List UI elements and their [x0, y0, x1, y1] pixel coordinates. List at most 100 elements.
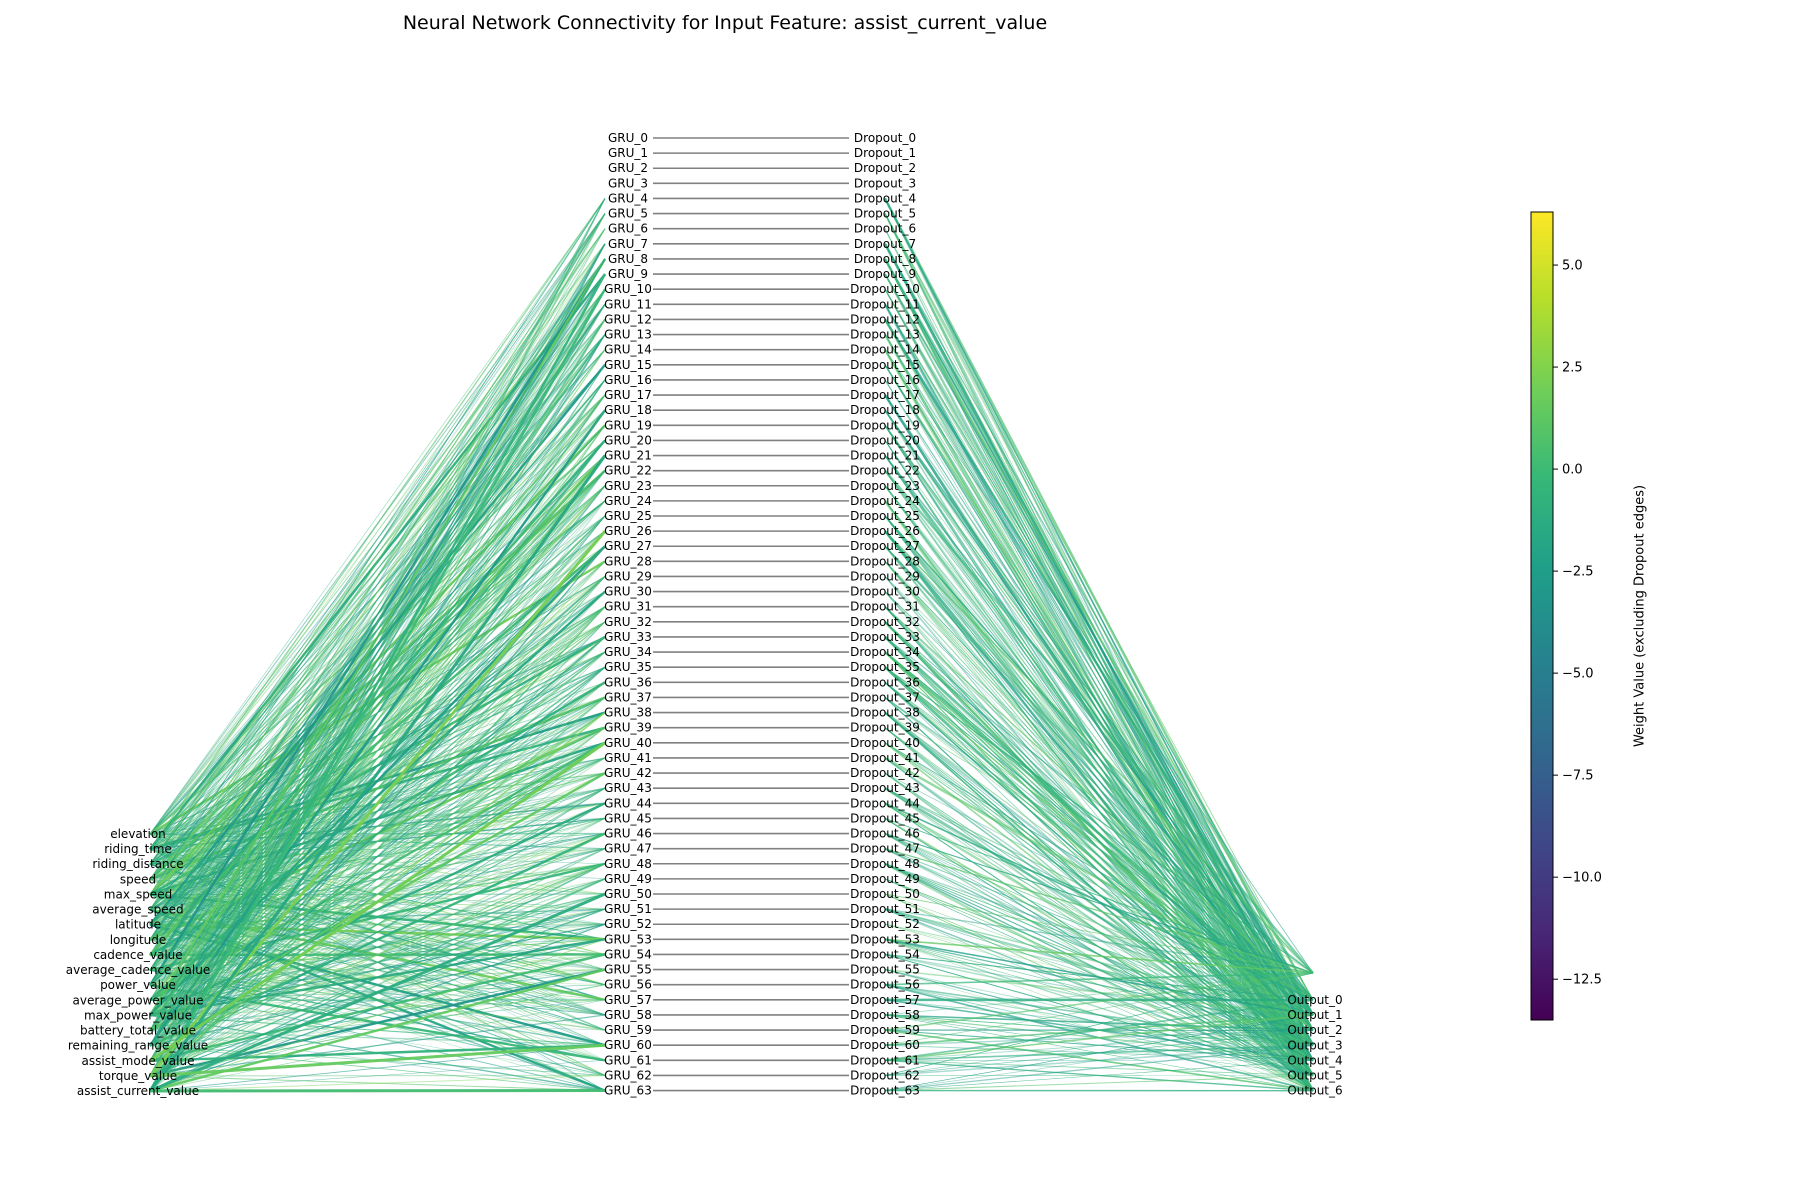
dropout-node-label: Dropout_58: [850, 1008, 920, 1022]
dropout-output-edge: [884, 817, 1314, 974]
dropout-output-edge: [884, 893, 1314, 974]
gru-node-label: GRU_18: [604, 403, 652, 417]
chart-title: Neural Network Connectivity for Input Fe…: [402, 12, 1048, 34]
input-gru-edge: [149, 243, 606, 971]
input-gru-edge: [148, 288, 607, 1092]
gru-node-label: GRU_22: [604, 464, 652, 478]
input-node-label: riding_distance: [92, 857, 183, 871]
dropout-node-label: Dropout_63: [850, 1084, 920, 1098]
dropout-output-edge: [884, 1029, 1314, 1091]
dropout-node-label: Dropout_44: [850, 796, 920, 810]
input-gru-edge: [149, 258, 606, 1062]
input-node-label: power_value: [100, 978, 176, 992]
gru-node-label: GRU_45: [604, 811, 652, 825]
dropout-node-label: Dropout_21: [850, 449, 920, 463]
gru-node-label: GRU_9: [608, 267, 648, 281]
input-node-label: average_speed: [92, 903, 183, 917]
dropout-output-edge: [884, 349, 1314, 974]
input-gru-edge: [149, 818, 606, 1077]
input-gru-edge: [149, 863, 606, 1092]
gru-node-label: GRU_39: [604, 721, 652, 735]
input-gru-edge: [149, 802, 606, 1017]
input-gru-edge: [149, 213, 606, 910]
gru-node-label: GRU_16: [604, 373, 652, 387]
dropout-node-label: Dropout_59: [850, 1023, 920, 1037]
gru-node-label: GRU_37: [604, 690, 652, 704]
dropout-node-label: Dropout_26: [850, 524, 920, 538]
dropout-output-edge: [884, 1014, 1314, 1076]
dropout-node-label: Dropout_6: [854, 222, 916, 236]
input-gru-edge: [149, 787, 606, 1031]
input-gru-edge: [149, 727, 606, 1092]
dropout-node-label: Dropout_55: [850, 963, 920, 977]
dropout-output-edge: [884, 848, 1314, 1016]
dropout-node-label: Dropout_42: [850, 766, 920, 780]
gru-node-label: GRU_44: [604, 796, 652, 810]
input-gru-edge: [149, 485, 606, 1077]
gru-node-label: GRU_8: [608, 252, 648, 266]
dropout-node-label: Dropout_3: [854, 176, 916, 190]
input-gru-edge: [149, 288, 606, 1031]
dropout-node-label: Dropout_34: [850, 645, 920, 659]
gru-node-label: GRU_36: [604, 675, 652, 689]
input-gru-edge: [149, 621, 606, 1092]
dropout-output-edge: [884, 636, 1314, 974]
input-gru-edge: [149, 213, 606, 1092]
dropout-node-label: Dropout_5: [854, 207, 916, 221]
input-gru-edge: [149, 741, 606, 1063]
dropout-output-edge: [884, 938, 1314, 1031]
dropout-output-edge: [884, 258, 1314, 1001]
input-gru-edge: [149, 258, 606, 1092]
gru-node-label: GRU_13: [604, 328, 652, 342]
gru-node-label: GRU_46: [604, 827, 652, 841]
gru-node-label: GRU_32: [604, 615, 652, 629]
dropout-output-edge: [884, 1060, 1314, 1091]
input-gru-edge: [149, 938, 606, 1092]
dropout-node-label: Dropout_14: [850, 343, 920, 357]
dropout-node-label: Dropout_9: [854, 267, 916, 281]
dropout-output-edge: [884, 972, 1314, 1076]
input-layer: elevationriding_timeriding_distancespeed…: [66, 827, 210, 1098]
dropout-output-edge: [884, 515, 1314, 1001]
dropout-output-edge: [884, 576, 1314, 1001]
gru-node-label: GRU_6: [608, 222, 648, 236]
dropout-node-label: Dropout_41: [850, 751, 920, 765]
output-node-label: Output_6: [1287, 1084, 1342, 1098]
input-gru-edge: [149, 576, 606, 1092]
dropout-output-edge: [884, 1075, 1314, 1092]
input-gru-edge: [149, 787, 606, 1077]
dropout-output-edge: [884, 1014, 1314, 1062]
input-node-label: max_power_value: [84, 1008, 192, 1022]
gru-node-label: GRU_48: [604, 857, 652, 871]
input-gru-edge: [149, 258, 606, 850]
gru-node-label: GRU_34: [604, 645, 652, 659]
output-node-label: Output_4: [1287, 1053, 1342, 1067]
gru-node-label: GRU_0: [608, 131, 648, 145]
dropout-output-edge: [884, 803, 1314, 1046]
gru-node-label: GRU_41: [604, 751, 652, 765]
input-gru-edge: [149, 863, 606, 1032]
dropout-node-label: Dropout_61: [850, 1053, 920, 1067]
gru-node-label: GRU_1: [608, 146, 648, 160]
dropout-output-edge: [884, 1044, 1314, 1077]
input-node-label: remaining_range_value: [68, 1039, 208, 1053]
gru-node-label: GRU_51: [604, 902, 652, 916]
dropout-node-label: Dropout_13: [850, 328, 920, 342]
dropout-output-edge: [884, 697, 1314, 1031]
input-gru-edge: [149, 772, 606, 1077]
dropout-to-output-edges: [883, 197, 1315, 1092]
dropout-output-edge: [884, 696, 1314, 1016]
dropout-output-edge: [884, 409, 1314, 1016]
input-gru-edge: [149, 243, 606, 1077]
dropout-node-label: Dropout_11: [850, 297, 920, 311]
dropout-output-edge: [884, 273, 1314, 1016]
input-gru-edge: [149, 515, 606, 1062]
output-node-label: Output_5: [1287, 1069, 1342, 1083]
gru-node-label: GRU_47: [604, 842, 652, 856]
dropout-output-edge: [884, 972, 1314, 1031]
input-gru-edge: [149, 198, 606, 1077]
gru-node-label: GRU_26: [604, 524, 652, 538]
input-gru-edge: [149, 1029, 606, 1046]
dropout-node-label: Dropout_48: [850, 857, 920, 871]
dropout-output-edge: [884, 319, 1314, 1031]
